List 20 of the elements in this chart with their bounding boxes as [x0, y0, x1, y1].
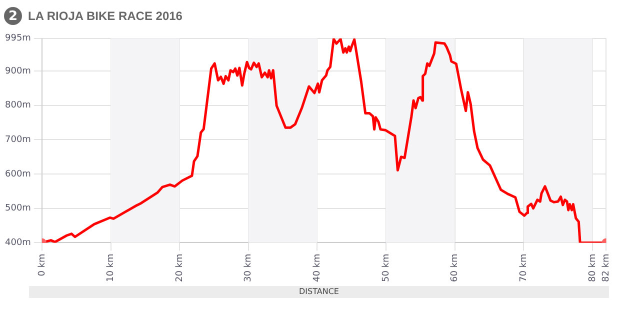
x-tick-label: 70 km	[518, 254, 529, 282]
y-tick-label: 800m	[4, 100, 31, 111]
x-axis-title: DISTANCE	[29, 286, 609, 298]
x-tick-label: 50 km	[381, 254, 392, 282]
chart-title: LA RIOJA BIKE RACE 2016	[28, 9, 182, 23]
x-tick-label: 80 km	[588, 254, 598, 282]
x-tick-label: 20 km	[174, 254, 185, 282]
y-tick-label: 900m	[4, 66, 31, 76]
text: 2	[4, 7, 22, 25]
y-tick-label: 400m	[4, 238, 31, 248]
x-tick-label: 10 km	[106, 254, 116, 282]
x-tick-label: 40 km	[312, 254, 323, 282]
y-tick-label: 700m	[4, 135, 31, 146]
x-tick-label: 30 km	[244, 254, 254, 282]
y-tick-label: 500m	[4, 204, 31, 214]
y-tick-label: 600m	[4, 169, 31, 180]
y-tick-label: 995m	[4, 34, 31, 44]
x-tick-label: 60 km	[450, 254, 460, 282]
x-tick-label: 82 km	[602, 254, 612, 282]
x-tick-label: 0 km	[37, 254, 48, 276]
